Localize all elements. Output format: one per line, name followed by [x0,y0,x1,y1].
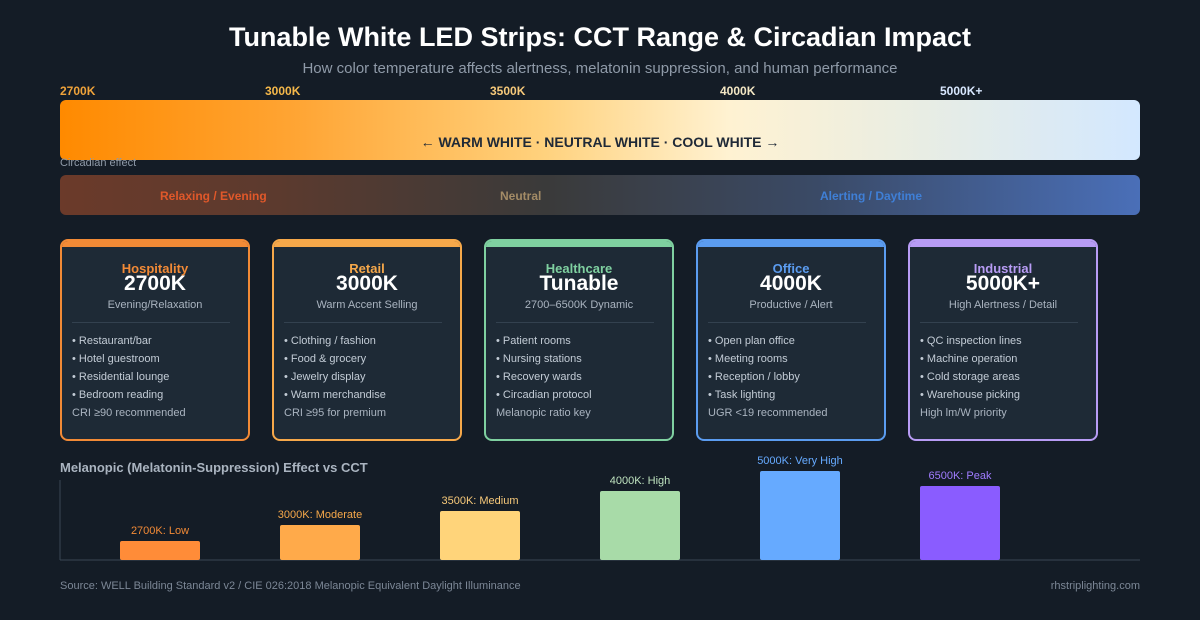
bar-6500k [920,486,1000,560]
cct-gradient-bar [60,100,1140,160]
card-description: High Alertness / Detail [948,299,1058,311]
card-accent-bar [910,241,1096,247]
card-note: CRI ≥90 recommended [72,407,186,419]
circadian-gradient-bar [60,175,1140,215]
card-hospitality: Hospitality 2700K Evening/Relaxation • R… [60,239,250,441]
card-category: Hospitality [121,261,189,276]
card-accent-bar [274,241,460,247]
circadian-caption: Circadian effect [60,157,137,169]
list-item: • Warm merchandise [284,389,386,401]
list-item: • QC inspection lines [920,335,1022,347]
card-category: Retail [349,261,385,276]
site-credit: rhstriplighting.com [1050,580,1140,592]
list-item: • Bedroom reading [72,389,164,401]
list-item: • Food & grocery [284,353,367,365]
card-category: Office [772,261,810,276]
card-list: • Restaurant/bar • Hotel guestroom • Res… [72,332,169,404]
card-list: • Open plan office • Meeting rooms • Rec… [708,332,800,404]
list-item: • Reception / lobby [708,371,800,383]
bar-label-6500k: 6500K: Peak [929,470,992,482]
bar-label-4000k: 4000K: High [610,475,671,487]
card-note: High lm/W priority [920,407,1007,419]
circadian-label-relaxing: Relaxing / Evening [160,189,267,203]
circadian-label-neutral: Neutral [500,189,542,203]
card-divider [72,322,230,323]
bar-4000k [600,491,680,560]
cct-tick-2700k: 2700K [60,84,96,98]
list-item: • Restaurant/bar [72,335,152,347]
list-item: • Residential lounge [72,371,170,383]
bar-5000k [760,471,840,560]
source-note: Source: WELL Building Standard v2 / CIE … [60,580,521,592]
list-item: • Hotel guestroom [72,353,160,365]
bar-3000k [280,525,360,560]
card-category: Healthcare [545,261,613,276]
bar-label-5000k: 5000K: Very High [757,455,843,467]
cct-tick-3000k: 3000K [265,84,301,98]
card-list: • Clothing / fashion • Food & grocery • … [284,332,386,404]
bar-2700k [120,541,200,560]
card-accent-bar [698,241,884,247]
card-value: 2700K [124,272,186,295]
card-note: UGR <19 recommended [708,407,828,419]
list-item: • Recovery wards [496,371,582,383]
list-item: • Open plan office [708,335,795,347]
card-description: Productive / Alert [749,299,833,311]
list-item: • Patient rooms [496,335,571,347]
card-divider [284,322,442,323]
card-accent-bar [486,241,672,247]
card-note: CRI ≥95 for premium [284,407,387,419]
list-item: • Cold storage areas [920,371,1020,383]
card-industrial: Industrial 5000K+ High Alertness / Detai… [908,239,1098,441]
card-description: Warm Accent Selling [316,299,418,311]
cct-tick-3500k: 3500K [490,84,526,98]
list-item: • Clothing / fashion [284,335,376,347]
cct-tick-4000k: 4000K [720,84,756,98]
card-value: Tunable [539,272,619,295]
bar-label-3000k: 3000K: Moderate [278,509,362,521]
bar-label-2700k: 2700K: Low [131,525,189,537]
card-healthcare: Healthcare Tunable 2700–6500K Dynamic • … [484,239,674,441]
card-note: Melanopic ratio key [496,407,591,419]
card-value: 5000K+ [965,272,1041,295]
list-item: • Nursing stations [496,353,582,365]
card-office: Office 4000K Productive / Alert • Open p… [696,239,886,441]
bar-3500k [440,511,520,560]
cct-bar-text: ← WARM WHITE · NEUTRAL WHITE · COOL WHIT… [420,134,780,150]
card-list: • QC inspection lines • Machine operatio… [920,332,1022,404]
card-list: • Patient rooms • Nursing stations • Rec… [496,332,592,404]
cct-tick-5000k: 5000K+ [940,84,983,98]
card-value: 4000K [760,272,822,295]
page-title: Tunable White LED Strips: CCT Range & Ci… [228,22,972,52]
card-accent-bar [62,241,248,247]
card-category: Industrial [973,261,1033,276]
list-item: • Meeting rooms [708,353,788,365]
list-item: • Jewelry display [284,371,366,383]
list-item: • Machine operation [920,353,1018,365]
card-description: 2700–6500K Dynamic [524,299,634,311]
card-value: 3000K [336,272,398,295]
card-divider [920,322,1078,323]
card-description: Evening/Relaxation [107,299,203,311]
page-subtitle: How color temperature affects alertness,… [302,60,898,77]
list-item: • Circadian protocol [496,389,592,401]
list-item: • Task lighting [708,389,776,401]
circadian-label-alerting: Alerting / Daytime [820,189,923,203]
card-retail: Retail 3000K Warm Accent Selling • Cloth… [272,239,462,441]
card-divider [496,322,654,323]
list-item: • Warehouse picking [920,389,1021,401]
bar-label-3500k: 3500K: Medium [441,495,518,507]
card-divider [708,322,866,323]
melanopic-chart-title: Melanopic (Melatonin-Suppression) Effect… [60,460,368,475]
